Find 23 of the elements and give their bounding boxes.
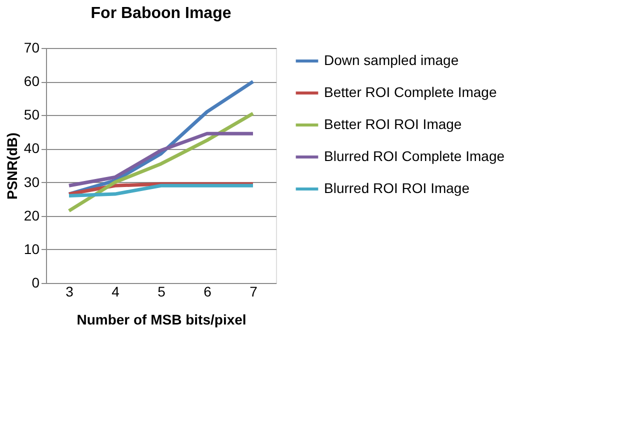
x-tick-label: 3 bbox=[66, 284, 74, 300]
y-tick-label: 20 bbox=[24, 207, 40, 224]
x-tick-label: 6 bbox=[204, 284, 212, 300]
legend-label: Better ROI Complete Image bbox=[324, 84, 497, 100]
legend-label: Blurred ROI Complete Image bbox=[324, 148, 505, 164]
y-tick-label: 30 bbox=[24, 174, 40, 190]
x-tick-label: 7 bbox=[250, 284, 258, 300]
x-tick-label: 5 bbox=[158, 284, 166, 300]
line-series bbox=[67, 132, 255, 188]
y-tick-label: 70 bbox=[24, 40, 40, 56]
y-axis-title: PSNR(dB) bbox=[4, 132, 20, 200]
line-series bbox=[67, 112, 255, 213]
x-tick-label: 4 bbox=[112, 284, 120, 300]
legend-label: Down sampled image bbox=[324, 52, 459, 68]
legend-label: Blurred ROI ROI Image bbox=[324, 180, 470, 196]
chart-title: For Baboon Image bbox=[90, 5, 232, 22]
y-tick-label: 10 bbox=[24, 240, 40, 257]
y-tick-label: 60 bbox=[24, 73, 40, 90]
y-tick-label: 40 bbox=[24, 140, 40, 156]
y-tick-label: 0 bbox=[32, 274, 40, 290]
legend-label: Better ROI ROI Image bbox=[324, 116, 462, 132]
x-axis-title: Number of MSB bits/pixel bbox=[76, 312, 246, 328]
y-tick-label: 50 bbox=[24, 106, 40, 123]
